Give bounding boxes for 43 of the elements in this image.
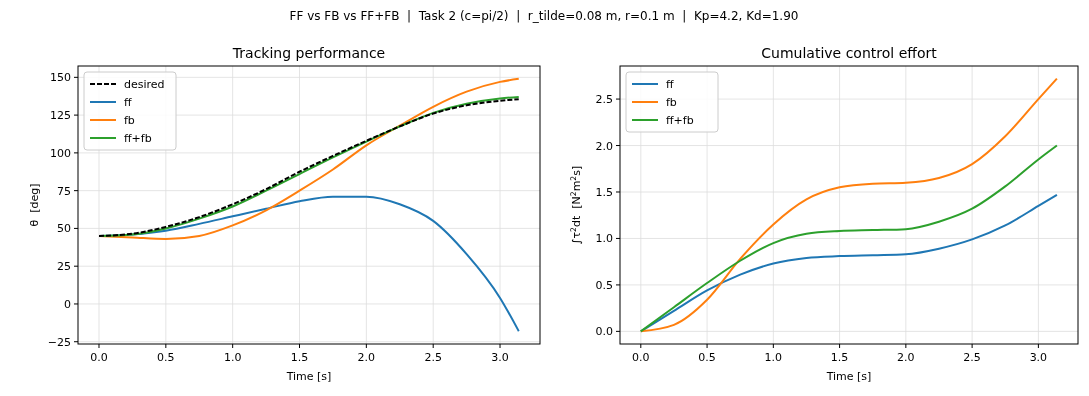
y-tick-label: 75 (57, 184, 71, 198)
y-tick-label: −25 (47, 335, 71, 349)
y-tick-label: 25 (57, 260, 71, 274)
x-tick-label: 3.0 (491, 351, 509, 364)
y-tick-label: 1.5 (595, 185, 613, 199)
legend-label: desired (124, 78, 165, 91)
x-tick-label: 0.0 (632, 351, 650, 364)
legend-label: ff (666, 78, 674, 91)
y-tick-label: 0.5 (595, 278, 613, 292)
x-tick-label: 2.0 (357, 351, 376, 364)
line-series (639, 77, 1058, 333)
x-tick-label: 1.0 (223, 351, 242, 364)
y-tick-label: 125 (50, 109, 71, 123)
x-tick-label: 1.5 (830, 351, 849, 364)
x-tick-label: 1.0 (764, 351, 783, 364)
x-tick-label: 1.5 (290, 351, 309, 364)
y-tick-label: 0.0 (595, 325, 613, 339)
legend-label: ff+fb (666, 114, 694, 127)
y-tick-label: 150 (50, 71, 71, 85)
x-tick-label: 0.5 (157, 351, 175, 364)
x-axis-title: Time [s] (825, 370, 872, 383)
chart-title: Tracking performance (231, 45, 386, 61)
x-tick-label: 2.5 (963, 351, 981, 364)
line-series (639, 144, 1058, 333)
legend-label: fb (666, 96, 677, 109)
legend-label: ff+fb (124, 132, 152, 145)
x-axis-title: Time [s] (285, 370, 332, 383)
text: FF vs FB vs FF+FB | Task 2 (c=pi/2) | r_tilde=0.08 m, r=0.1 m | Kp=4.2, Kd=1.90 (289, 9, 799, 23)
chart-title: Cumulative control effort (761, 45, 938, 61)
y-tick-label: 2.0 (595, 139, 613, 153)
x-tick-label: 3.0 (1029, 351, 1048, 364)
y-tick-label: 100 (50, 146, 71, 160)
x-tick-label: 0.0 (90, 351, 108, 364)
x-tick-label: 2.5 (424, 351, 442, 364)
y-tick-label: 50 (57, 222, 71, 236)
legend-label: ff (124, 96, 132, 109)
y-axis-title: θ [deg] (28, 183, 41, 227)
x-tick-label: 0.5 (698, 351, 716, 364)
x-tick-label: 2.0 (897, 351, 915, 364)
y-tick-label: 1.0 (595, 232, 613, 246)
legend-label: fb (124, 114, 135, 127)
y-tick-label: 2.5 (595, 93, 613, 107)
y-tick-label: 0 (64, 297, 71, 311)
